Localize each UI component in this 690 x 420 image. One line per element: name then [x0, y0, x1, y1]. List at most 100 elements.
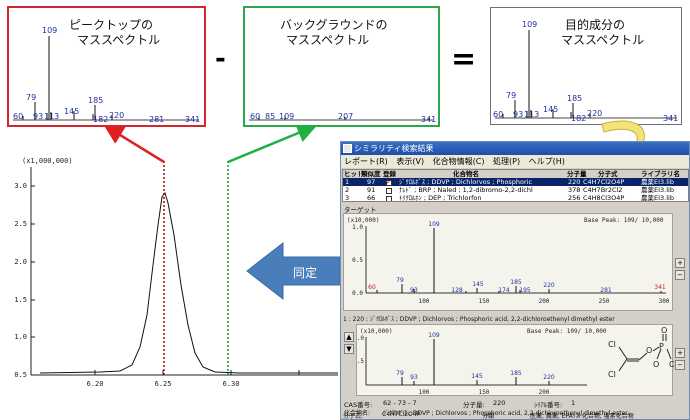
row-library: 農薬EI3.lib — [641, 178, 674, 186]
col-header-mol-weight[interactable]: 分子量 — [567, 170, 587, 178]
window-title: シミラリティ検索結果 — [354, 144, 434, 153]
serial-label: ｼﾘｱﾙ番号: — [534, 401, 563, 409]
compound-value: ｼﾞｸﾛﾙﾎﾞｽ ; DDVP ; Dichlorvos ; Phosphori… — [383, 410, 628, 417]
table-row[interactable]: 2 91 ﾅﾚﾄﾞ ; BRP ; Naled ; 1,2-dibromo-2,… — [343, 186, 688, 194]
row-similarity: 97 — [367, 178, 376, 186]
library-peak-145: 145 — [471, 373, 483, 380]
target-peak-281: 281 — [600, 287, 612, 294]
target-spectrum-panel: 目的成分の マススペクトル 109 79 60 93 113 145 185 1… — [490, 7, 682, 125]
bg-label-207: 207 — [338, 112, 353, 121]
bg-label-341: 341 — [421, 115, 436, 124]
hit-list-table: ヒット 類似度 登録 化合物名 分子量 分子式 ライブラリ名 1 97 ｼﾞｸﾛ… — [342, 169, 689, 202]
peak-label-185: 185 — [88, 96, 103, 105]
row-register-checkbox[interactable] — [386, 187, 392, 195]
peak-title-line2: マススペクトル — [77, 33, 161, 47]
menu-report[interactable]: レポート(R) — [344, 157, 388, 166]
peak-label-113: 113 — [44, 112, 59, 121]
col-header-compound-name[interactable]: 化合物名 — [453, 170, 479, 178]
mw-value: 220 — [493, 399, 506, 407]
y-tick-1.0: 1.0 — [14, 333, 27, 341]
structure-p: P — [659, 342, 664, 351]
formula-label: 分子式: — [343, 413, 364, 420]
prev-hit-button[interactable]: ▲ — [344, 332, 354, 342]
menu-process[interactable]: 処理(P) — [493, 157, 521, 166]
peak-label-109: 109 — [42, 26, 57, 35]
y-tick-1.5: 1.5 — [14, 296, 27, 304]
menu-help[interactable]: ヘルプ(H) — [528, 157, 565, 166]
col-header-library[interactable]: ライブラリ名 — [641, 170, 680, 178]
target-title-line1: 目的成分の — [565, 18, 626, 32]
target-label-185: 185 — [567, 94, 582, 103]
cas-label: CAS番号: — [344, 401, 373, 409]
peak-title-line1: ピークトップの — [69, 18, 154, 32]
target-y-0.0: 0.0 — [352, 290, 363, 297]
target-peak-93: 93 — [410, 287, 418, 294]
col-header-hit[interactable]: ヒット — [344, 170, 360, 178]
target-x-300: 300 — [659, 298, 670, 305]
menu-compound-info[interactable]: 化合物情報(C) — [432, 157, 485, 166]
formula-value: C4H7Cl2O4P — [382, 411, 421, 418]
row-formula: C4H7Br2Cl2 — [583, 186, 623, 194]
target-mult: (x10,000) — [347, 217, 380, 224]
cas-value: 62 - 73 - 7 — [383, 399, 417, 407]
library-x-150: 150 — [479, 389, 490, 396]
row-mol-weight: 256 — [568, 194, 581, 202]
table-row[interactable]: 1 97 ｼﾞｸﾛﾙﾎﾞｽ ; DDVP ; Dichlorvos ; Phos… — [343, 178, 688, 186]
next-hit-button[interactable]: ▼ — [344, 344, 354, 354]
target-x-100: 100 — [419, 298, 430, 305]
class-label: 分類 — [482, 413, 495, 420]
peak-label-281: 281 — [149, 115, 164, 124]
window-app-icon — [343, 144, 352, 153]
window-titlebar[interactable]: シミラリティ検索結果 — [341, 142, 689, 155]
identify-arrow-label: 同定 — [293, 265, 317, 280]
target-peak-220: 220 — [543, 282, 555, 289]
target-y-0.5: 0.5 — [352, 257, 363, 264]
structure-o-1: O — [646, 346, 652, 355]
structure-cl-2: Cl — [608, 370, 616, 379]
background-spectrum-title: バックグラウンドの マススペクトル — [280, 18, 388, 48]
target-peak-128: 128 — [451, 287, 463, 294]
menu-view[interactable]: 表示(V) — [396, 157, 425, 166]
row-mol-weight: 220 — [568, 178, 581, 186]
table-row[interactable]: 3 66 ﾄﾘｸﾛﾙﾎﾝ ; DEP ; Trichlorfon 256 C4H… — [343, 194, 688, 202]
target-x-250: 250 — [599, 298, 610, 305]
target-zoom-out-button[interactable]: − — [675, 270, 685, 280]
col-header-registered[interactable]: 登録 — [383, 170, 396, 178]
library-peak-93: 93 — [410, 374, 418, 381]
target-x-150: 150 — [479, 298, 490, 305]
x-tick-6.30: 6.30 — [223, 380, 240, 388]
library-zoom-out-button[interactable]: − — [675, 360, 685, 370]
peak-top-spectrum-panel: ピークトップの マススペクトル 109 79 60 93 113 145 185… — [7, 6, 206, 127]
compound-label: 化合物名: — [344, 410, 371, 417]
target-base-peak: Base Peak: 109/ 10,000 — [584, 217, 664, 224]
target-peak-185: 185 — [510, 279, 522, 286]
structure-o-4: O — [669, 360, 674, 369]
target-label-220: 220 — [587, 109, 602, 118]
target-zoom-in-button[interactable]: + — [675, 258, 685, 268]
chromatogram-y-multiplier: (x1,000,000) — [22, 157, 73, 165]
target-label-182: 182 — [571, 114, 586, 123]
structure-o-2: O — [661, 326, 667, 335]
library-peak-109: 109 — [428, 332, 440, 339]
peak-label-79: 79 — [26, 93, 36, 102]
col-header-formula[interactable]: 分子式 — [598, 170, 618, 178]
x-tick-6.20: 6.20 — [87, 380, 104, 388]
library-x-100: 100 — [419, 389, 430, 396]
row-register-checkbox[interactable] — [386, 179, 392, 187]
peak-label-93: 93 — [33, 112, 43, 121]
target-peak-79: 79 — [396, 277, 404, 284]
library-x-200: 200 — [539, 389, 550, 396]
row-hit: 1 — [345, 178, 350, 186]
identify-arrow — [246, 241, 340, 301]
target-peak-174: 174 — [498, 287, 510, 294]
library-y-1.0: 1.0 — [357, 335, 364, 342]
col-header-similarity[interactable]: 類似度 — [361, 170, 381, 178]
row-register-checkbox[interactable] — [386, 195, 392, 201]
target-spectrum-plot: 109 79 60 93 113 145 185 182 220 341 — [493, 20, 678, 123]
target-peak-60: 60 — [368, 284, 376, 291]
target-label-79: 79 — [506, 91, 516, 100]
library-zoom-in-button[interactable]: + — [675, 348, 685, 358]
menu-bar: レポート(R) 表示(V) 化合物情報(C) 処理(P) ヘルプ(H) — [341, 155, 689, 168]
library-mass-spectrum: (x10,000) Base Peak: 109/ 10,000 1.0 0.5… — [353, 326, 675, 396]
row-mol-weight: 378 — [568, 186, 581, 194]
